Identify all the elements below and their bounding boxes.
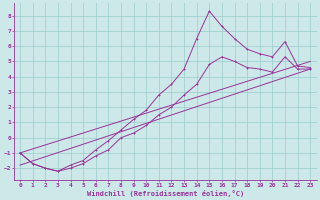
X-axis label: Windchill (Refroidissement éolien,°C): Windchill (Refroidissement éolien,°C) (86, 190, 244, 197)
